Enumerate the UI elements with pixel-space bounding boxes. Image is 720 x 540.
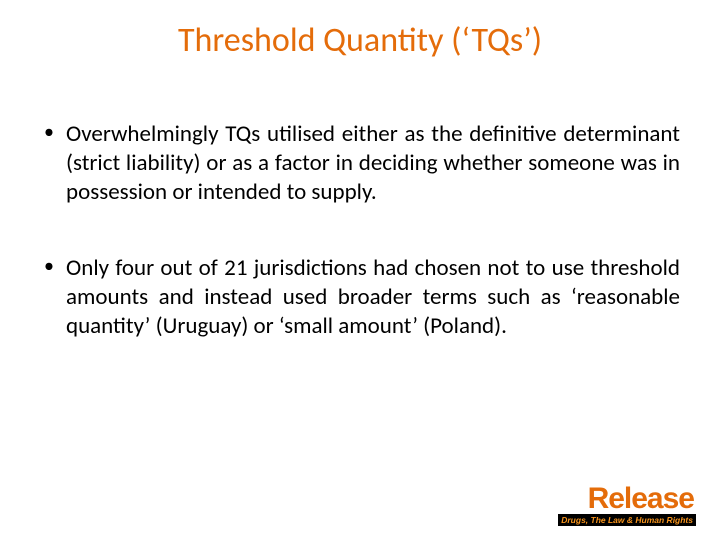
bullet-item: Overwhelmingly TQs utilised either as th… [40,120,680,206]
logo-tagline: Drugs, The Law & Human Rights [558,514,696,526]
slide: Threshold Quantity (‘TQs’) Overwhelmingl… [0,0,720,540]
slide-title: Threshold Quantity (‘TQs’) [0,20,720,61]
logo-brand: Release [586,485,696,514]
logo: Release Drugs, The Law & Human Rights [558,485,696,527]
bullet-list: Overwhelmingly TQs utilised either as th… [40,120,680,341]
slide-body: Overwhelmingly TQs utilised either as th… [40,120,680,389]
bullet-item: Only four out of 21 jurisdictions had ch… [40,254,680,340]
